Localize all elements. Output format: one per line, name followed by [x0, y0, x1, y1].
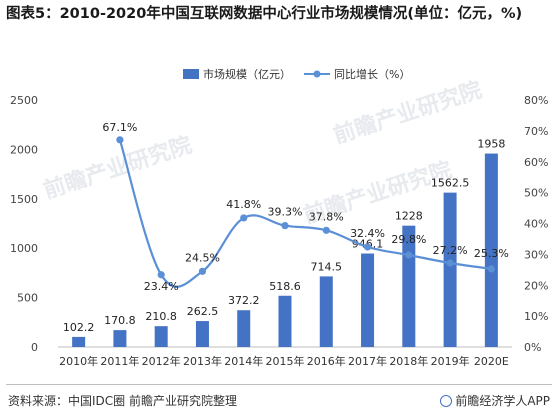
legend-bar-label: 市场规模（亿元） — [203, 67, 291, 81]
chart-title: 图表5：2010-2020年中国互联网数据中心行业市场规模情况(单位：亿元，%) — [6, 6, 523, 22]
bar-2020E — [484, 153, 498, 347]
growth-value-label: 41.8% — [226, 198, 261, 211]
y-right-tick-label: 20% — [524, 279, 548, 292]
legend-bar-swatch — [183, 69, 199, 79]
brand-logo-icon — [440, 395, 453, 407]
x-tick-label: 2012年 — [142, 354, 181, 368]
footer: 资料来源：中国IDC圈 前瞻产业研究院整理 前瞻经济学人APP — [0, 384, 558, 420]
legend-line-label: 同比增长（%） — [334, 67, 410, 81]
y-left-tick-label: 1000 — [10, 242, 38, 255]
bar-value-label: 372.2 — [228, 294, 260, 307]
bar-value-label: 1958 — [477, 138, 505, 151]
y-left-tick-label: 2000 — [10, 143, 38, 156]
y-right-tick-label: 10% — [524, 310, 548, 323]
legend-line-marker — [313, 70, 321, 78]
bar-2019年 — [443, 192, 457, 347]
growth-value-label: 23.4% — [144, 280, 179, 293]
growth-value-label: 29.8% — [391, 233, 426, 246]
y-right-tick-label: 50% — [524, 187, 548, 200]
x-tick-label: 2014年 — [224, 354, 263, 368]
bar-2010年 — [72, 336, 86, 347]
growth-point-2013年 — [198, 267, 207, 275]
growth-point-2020E — [487, 265, 495, 273]
growth-point-2014年 — [240, 214, 248, 222]
brand-label: 前瞻经济学人APP — [440, 392, 550, 409]
x-tick-label: 2010年 — [59, 354, 98, 368]
bar-2015年 — [278, 295, 292, 347]
growth-point-2017年 — [363, 243, 372, 251]
bar-value-label: 1228 — [395, 210, 423, 223]
x-tick-label: 2016年 — [307, 354, 346, 368]
growth-point-2011年 — [116, 136, 124, 144]
growth-point-2018年 — [405, 251, 413, 259]
growth-point-2012年 — [157, 271, 165, 279]
y-right-tick-label: 60% — [524, 156, 548, 169]
growth-value-label: 25.3% — [474, 247, 509, 260]
y-right-tick-label: 0% — [524, 341, 541, 354]
y-right-tick-label: 80% — [524, 94, 548, 107]
bar-2012年 — [154, 326, 168, 347]
growth-value-label: 32.4% — [350, 227, 385, 240]
x-tick-label: 2018年 — [389, 354, 428, 368]
growth-value-label: 37.8% — [309, 210, 344, 223]
bar-value-label: 210.8 — [145, 310, 177, 323]
y-left-tick-label: 2500 — [10, 94, 38, 107]
footer-divider — [6, 384, 552, 385]
y-right-tick-label: 70% — [524, 125, 548, 138]
growth-value-label: 67.1% — [102, 121, 137, 134]
source-note: 资料来源：中国IDC圈 前瞻产业研究院整理 — [8, 394, 237, 408]
x-tick-label: 2011年 — [100, 354, 139, 368]
growth-point-2019年 — [446, 259, 454, 267]
y-left-tick-label: 0 — [31, 341, 38, 354]
combo-chart: 市场规模（亿元） 同比增长（%） 0 500 1000 1500 2000 2500 0% 10%… — [10, 67, 548, 368]
x-tick-label: 2019年 — [431, 354, 470, 368]
bar-2017年 — [361, 253, 375, 347]
x-tick-label: 2017年 — [348, 354, 387, 368]
growth-value-label: 24.5% — [185, 251, 220, 264]
x-tick-label: 2015年 — [266, 354, 305, 368]
bar-2011年 — [113, 330, 127, 347]
y-right-tick-label: 40% — [524, 218, 548, 231]
bar-value-label: 714.5 — [311, 260, 343, 273]
x-tick-label: 2013年 — [183, 354, 222, 368]
brand-text: 前瞻经济学人APP — [455, 394, 550, 408]
bar-value-label: 102.2 — [63, 321, 95, 334]
y-left-tick-label: 1500 — [10, 193, 38, 206]
bar-value-label: 262.5 — [187, 305, 219, 318]
growth-value-label: 27.2% — [433, 244, 468, 257]
bar-value-label: 170.8 — [104, 314, 136, 327]
bar-2014年 — [237, 310, 251, 347]
bar-2013年 — [195, 321, 209, 347]
growth-value-label: 39.3% — [268, 206, 303, 219]
growth-point-2016年 — [322, 226, 330, 234]
bar-2016年 — [319, 276, 333, 347]
bar-value-label: 518.6 — [269, 280, 301, 293]
y-right-tick-label: 30% — [524, 248, 548, 261]
growth-line — [118, 139, 492, 288]
bar-value-label: 1562.5 — [431, 177, 470, 190]
y-left-tick-label: 500 — [17, 292, 38, 305]
x-tick-label: 2020E — [474, 355, 509, 368]
growth-point-2015年 — [281, 222, 289, 230]
